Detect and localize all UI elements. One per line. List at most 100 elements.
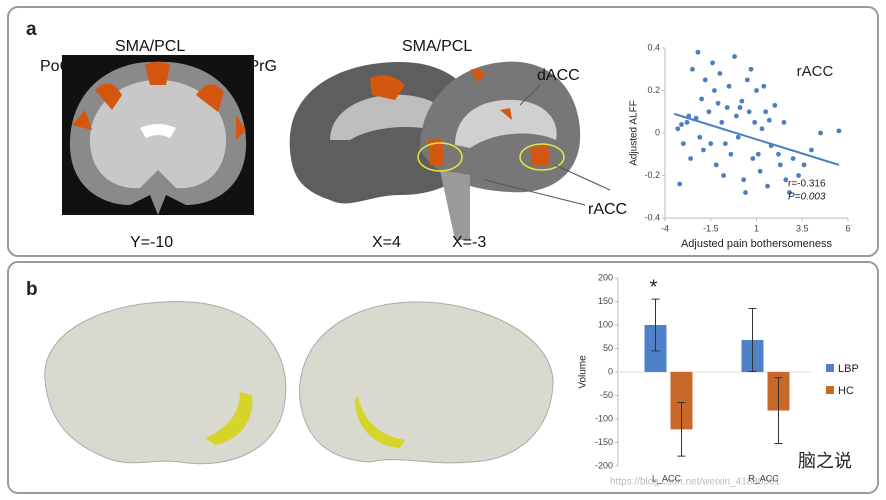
y-tick-label: -50 (600, 390, 613, 400)
scatter-point (777, 162, 783, 168)
scatter-point (680, 141, 686, 147)
x-tick-label: -1.5 (703, 223, 719, 233)
error-bar (677, 402, 686, 457)
watermark: https://blog.csdn.net/weixin_41880581 (610, 477, 781, 488)
scatter-point (708, 141, 714, 147)
scatter-point (790, 156, 796, 161)
scatter-point (783, 177, 789, 183)
sagittal-brain (289, 61, 611, 240)
scatter-point (763, 109, 769, 115)
scatter-point (739, 98, 745, 104)
scatter-point (701, 147, 706, 153)
scatter-point (757, 168, 763, 174)
brain-label: SMA/PCL (402, 38, 472, 55)
scatter-point (697, 134, 703, 140)
cortical-surface (44, 301, 554, 465)
scatter-point (755, 151, 761, 157)
x-tick-label: L_ACC (652, 473, 682, 483)
scatter-point (706, 109, 712, 115)
scatter-point (717, 71, 723, 76)
error-bar (748, 308, 757, 373)
y-tick-label: 100 (598, 319, 613, 329)
brain-label: dACC (537, 67, 580, 84)
scatter-point (752, 119, 758, 125)
scatter-point (743, 190, 748, 195)
legend-swatch (826, 364, 834, 372)
slice-label: Y=-10 (130, 234, 173, 251)
slice-label: X=4 (372, 234, 401, 251)
scatter-point (721, 173, 726, 178)
error-bar (651, 298, 660, 352)
scatter-point (796, 173, 801, 178)
scatter-point (772, 102, 778, 108)
trend-line (673, 112, 840, 166)
scatter-point (695, 49, 701, 55)
significance: * (650, 276, 658, 298)
annotation: P=0.003 (788, 192, 826, 203)
scatter-point (712, 88, 717, 93)
x-axis-label: Adjusted pain bothersomeness (681, 238, 833, 250)
scatter-point (781, 119, 787, 125)
brain-label: PoG/PrG (212, 58, 277, 75)
scatter-point (741, 177, 747, 183)
coronal-brain (62, 55, 254, 215)
scatter-point (748, 66, 754, 72)
scatter-point (677, 181, 683, 187)
scatter-point (710, 60, 715, 66)
panel-label: b (26, 279, 38, 300)
scatter-point (744, 77, 750, 83)
y-tick-label: -100 (595, 413, 613, 423)
scatter-point (679, 122, 684, 127)
legend-swatch (826, 386, 834, 394)
scatter-point (766, 117, 772, 123)
scatter-point (724, 105, 730, 110)
scatter-point (737, 105, 743, 110)
y-tick-label: -0.4 (644, 212, 660, 222)
scatter-point (750, 156, 756, 161)
scatter-point (761, 83, 767, 89)
scatter-point (818, 130, 823, 136)
x-tick-label: 6 (845, 223, 850, 233)
scatter-point (759, 126, 765, 132)
y-tick-label: 150 (598, 296, 613, 306)
scatter-point (746, 109, 752, 115)
y-tick-label: 0 (608, 366, 613, 376)
y-tick-label: -0.2 (644, 170, 660, 180)
y-axis-label: Adjusted ALFF (629, 100, 640, 166)
slice-label: X=-3 (452, 234, 486, 251)
y-tick-label: 0.2 (647, 85, 660, 95)
legend-label: HC (838, 385, 854, 397)
scatter-point (801, 162, 807, 168)
scatter-point (684, 119, 690, 125)
x-tick-label: R_ACC (748, 473, 779, 483)
scatter-point (787, 190, 792, 195)
scatter-point (675, 126, 681, 132)
scatter-point (722, 141, 728, 147)
brain-label: PoG/PrG (40, 58, 105, 75)
x-tick-label: 1 (754, 223, 759, 233)
x-tick-label: 3.5 (796, 223, 809, 233)
panel-label: a (26, 19, 37, 40)
scatter-point (719, 119, 725, 125)
y-tick-label: -200 (595, 460, 613, 470)
scatter-point (728, 151, 734, 157)
scatter-point (733, 113, 739, 119)
scatter-point (754, 88, 759, 93)
brain-label: rACC (588, 201, 627, 218)
y-tick-label: 50 (603, 343, 613, 353)
scatter-point (732, 54, 737, 59)
bar (670, 372, 693, 430)
x-tick-label: -4 (661, 223, 669, 233)
scatter-point (699, 96, 704, 102)
y-tick-label: 200 (598, 272, 613, 282)
scatter-point (809, 147, 814, 153)
scatter-point (713, 162, 719, 168)
y-tick-label: 0.4 (647, 42, 660, 52)
scatter-point (726, 83, 732, 89)
scatter-point (715, 100, 721, 106)
scatter-point (690, 66, 695, 72)
y-tick-label: -150 (595, 437, 613, 447)
error-bar (774, 377, 783, 444)
brain-label: SMA/PCL (115, 38, 185, 55)
